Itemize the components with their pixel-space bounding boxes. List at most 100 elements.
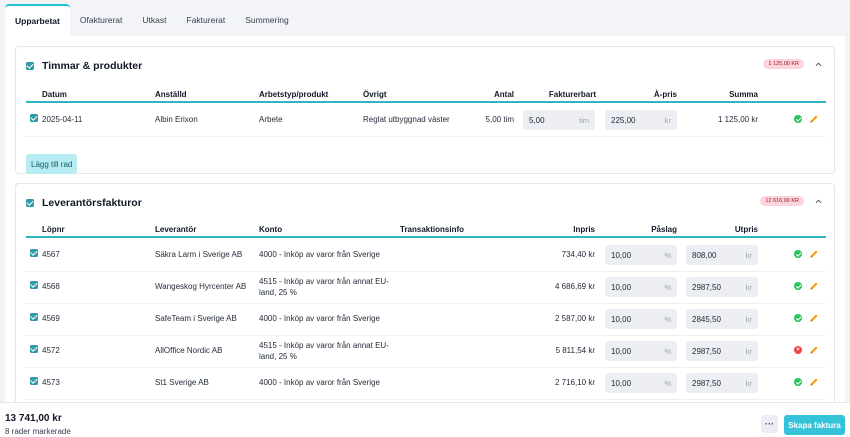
row-number: 4569 <box>42 314 60 323</box>
row-number: 4567 <box>42 250 60 259</box>
tab-summering[interactable]: Summering <box>245 15 289 25</box>
row-account: 4000 - Inköp av varor från Sverige <box>259 250 380 259</box>
pencil-icon[interactable] <box>809 281 819 291</box>
outprice-unit: kr <box>745 250 752 260</box>
supplier-table-header: Löpnr Leverantör Konto Transaktionsinfo … <box>26 222 826 238</box>
hours-products-section: Timmar & produkter 1 125,00 KR Datum Ans… <box>15 46 835 174</box>
supplier-total-badge: 12 616,00 KR <box>760 196 804 206</box>
row-checkbox[interactable] <box>30 377 38 385</box>
selected-total: 13 741,00 kr <box>5 413 62 424</box>
row-checkbox[interactable] <box>30 313 38 321</box>
pencil-icon[interactable] <box>809 114 819 124</box>
pencil-icon[interactable] <box>809 249 819 259</box>
add-row-button[interactable]: Lägg till rad <box>26 154 78 174</box>
outprice-input[interactable]: 2987,50 kr <box>686 373 758 393</box>
supplier-invoices-section: Leverantörsfakturor 12 616,00 KR Löpnr L… <box>15 183 835 402</box>
tab-utkast[interactable]: Utkast <box>142 15 167 25</box>
row-supplier: Wangeskog Hyrcenter AB <box>155 282 247 291</box>
hours-section-title: Timmar & produkter <box>42 60 143 72</box>
outprice-unit: kr <box>745 346 752 356</box>
outprice-value: 808,00 <box>692 250 717 260</box>
row-account: 4515 - Inköp av varor från annat EU- <box>259 277 389 286</box>
col-inprice: Inpris <box>573 225 595 234</box>
markup-unit: % <box>664 378 671 388</box>
tab-fakturerat[interactable]: Fakturerat <box>186 15 226 25</box>
supplier-section-checkbox[interactable] <box>26 199 34 207</box>
billable-input[interactable]: 5,00 tim <box>523 110 595 130</box>
status-ok-icon <box>794 282 802 290</box>
markup-value: 10,00 <box>611 250 632 260</box>
selected-count: 8 rader markerade <box>5 427 71 436</box>
col-transinfo: Transaktionsinfo <box>400 225 465 234</box>
row-account: 4515 - Inköp av varor från annat EU- <box>259 341 389 350</box>
col-account: Konto <box>259 225 283 234</box>
row-number: 4572 <box>42 346 60 355</box>
markup-value: 10,00 <box>611 314 632 324</box>
row-worktype: Arbete <box>259 115 283 124</box>
row-employee: Albin Erixon <box>155 115 198 124</box>
col-supplier: Leverantör <box>155 225 197 234</box>
row-account: 4000 - Inköp av varor från Sverige <box>259 378 380 387</box>
row-qty: 5,00 tim <box>485 115 514 124</box>
tab-upparbetat[interactable]: Upparbetat <box>5 4 70 36</box>
outprice-unit: kr <box>745 378 752 388</box>
col-no: Löpnr <box>42 225 65 234</box>
markup-unit: % <box>664 250 671 260</box>
outprice-input[interactable]: 808,00 kr <box>686 245 758 265</box>
table-row[interactable]: 2025-04-11 Albin Erixon Arbete Reglat ut… <box>26 105 826 137</box>
markup-value: 10,00 <box>611 378 632 388</box>
table-row[interactable]: 4572 AllOffice Nordic AB 4515 - Inköp av v… <box>26 336 826 368</box>
billable-value: 5,00 <box>529 115 545 125</box>
col-employee: Anställd <box>155 90 187 99</box>
markup-input[interactable]: 10,00% <box>605 277 677 297</box>
unitprice-input[interactable]: 225,00 kr <box>605 110 677 130</box>
chevron-up-icon[interactable] <box>815 198 822 205</box>
row-supplier: St1 Sverige AB <box>155 378 209 387</box>
markup-input[interactable]: 10,00% <box>605 245 677 265</box>
row-checkbox[interactable] <box>30 114 38 122</box>
more-options-button[interactable]: ··· <box>761 415 778 433</box>
chevron-up-icon[interactable] <box>815 61 822 68</box>
table-row[interactable]: 4573 St1 Sverige AB 4000 - Inköp av varor … <box>26 368 826 400</box>
row-number: 4568 <box>42 282 60 291</box>
markup-input[interactable]: 10,00% <box>605 309 677 329</box>
row-supplier: Säkra Larm i Sverige AB <box>155 250 243 259</box>
tab-ofakturerat[interactable]: Ofakturerat <box>79 15 123 25</box>
col-sum: Summa <box>729 90 758 99</box>
col-other: Övrigt <box>363 90 387 99</box>
hours-section-header: Timmar & produkter 1 125,00 KR <box>16 47 834 83</box>
status-ok-icon <box>794 250 802 258</box>
col-outprice: Utpris <box>734 225 758 234</box>
footer-bar: 13 741,00 kr 8 rader markerade ··· Skapa… <box>0 402 850 437</box>
row-inprice: 734,40 kr <box>561 250 595 259</box>
table-row[interactable]: 4567 Säkra Larm i Sverige AB 4000 - Inköp … <box>26 240 826 272</box>
outprice-input[interactable]: 2987,50 kr <box>686 341 758 361</box>
row-account-cont: land, 25 % <box>259 352 297 361</box>
markup-unit: % <box>664 346 671 356</box>
markup-input[interactable]: 10,00% <box>605 341 677 361</box>
row-checkbox[interactable] <box>30 345 38 353</box>
billable-unit: tim <box>579 115 589 125</box>
unitprice-unit: kr <box>664 115 671 125</box>
markup-unit: % <box>664 282 671 292</box>
outprice-value: 2845,50 <box>692 314 721 324</box>
row-checkbox[interactable] <box>30 281 38 289</box>
hours-section-checkbox[interactable] <box>26 62 34 70</box>
row-inprice: 4 686,69 kr <box>554 282 595 291</box>
markup-input[interactable]: 10,00% <box>605 373 677 393</box>
markup-value: 10,00 <box>611 282 632 292</box>
row-account: 4000 - Inköp av varor från Sverige <box>259 314 380 323</box>
status-error-icon: × <box>794 346 802 354</box>
outprice-input[interactable]: 2987,50 kr <box>686 277 758 297</box>
pencil-icon[interactable] <box>809 377 819 387</box>
supplier-section-title: Leverantörsfakturor <box>42 197 142 209</box>
supplier-section-header: Leverantörsfakturor 12 616,00 KR <box>16 184 834 220</box>
row-checkbox[interactable] <box>30 249 38 257</box>
hours-table-header: Datum Anställd Arbetstyp/produkt Övrigt … <box>26 87 826 103</box>
outprice-input[interactable]: 2845,50 kr <box>686 309 758 329</box>
pencil-icon[interactable] <box>809 345 819 355</box>
table-row[interactable]: 4569 SafeTeam i Sverige AB 4000 - Inköp av… <box>26 304 826 336</box>
table-row[interactable]: 4568 Wangeskog Hyrcenter AB 4515 - Inköp a… <box>26 272 826 304</box>
pencil-icon[interactable] <box>809 313 819 323</box>
create-invoice-button[interactable]: Skapa faktura <box>784 415 845 435</box>
